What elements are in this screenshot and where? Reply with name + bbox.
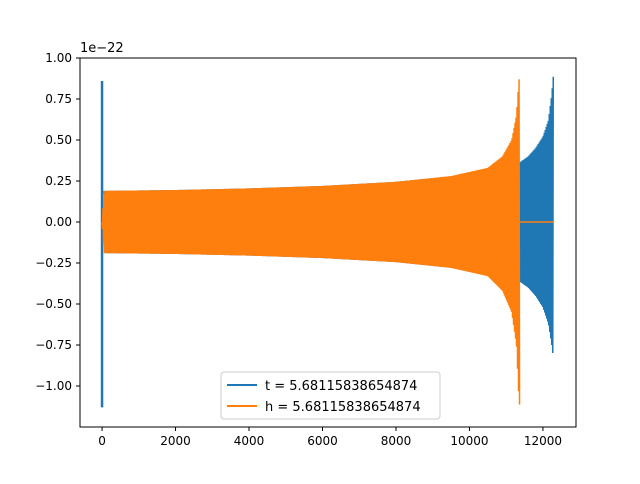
plot-frame (79, 57, 577, 428)
y-tick-label: −0.75 (35, 338, 72, 352)
x-tick-label: 6000 (307, 434, 338, 448)
legend-label-h: h = 5.68115838654874 (265, 400, 421, 415)
y-tick-label: −0.50 (35, 297, 72, 311)
x-tick-label: 12000 (524, 434, 562, 448)
y-tick-label: 0.75 (45, 92, 72, 106)
y-tick-label: −0.25 (35, 256, 72, 270)
series-line-h (101, 79, 521, 405)
y-tick-label: 0.00 (45, 215, 72, 229)
x-tick-label: 2000 (160, 434, 191, 448)
legend: t = 5.68115838654874 h = 5.6811583865487… (220, 371, 441, 420)
y-tick-label: −1.00 (35, 379, 72, 393)
x-tick-label: 10000 (450, 434, 488, 448)
y-offset-text: 1e−22 (80, 41, 124, 56)
legend-box (220, 371, 441, 420)
y-tick-label: 1.00 (45, 51, 72, 65)
y-tick-label: 0.50 (45, 133, 72, 147)
x-tick-label: 4000 (234, 434, 265, 448)
y-tick-label: 0.25 (45, 174, 72, 188)
x-tick-label: 0 (98, 434, 106, 448)
legend-label-t: t = 5.68115838654874 (265, 379, 417, 394)
x-tick-label: 8000 (381, 434, 412, 448)
